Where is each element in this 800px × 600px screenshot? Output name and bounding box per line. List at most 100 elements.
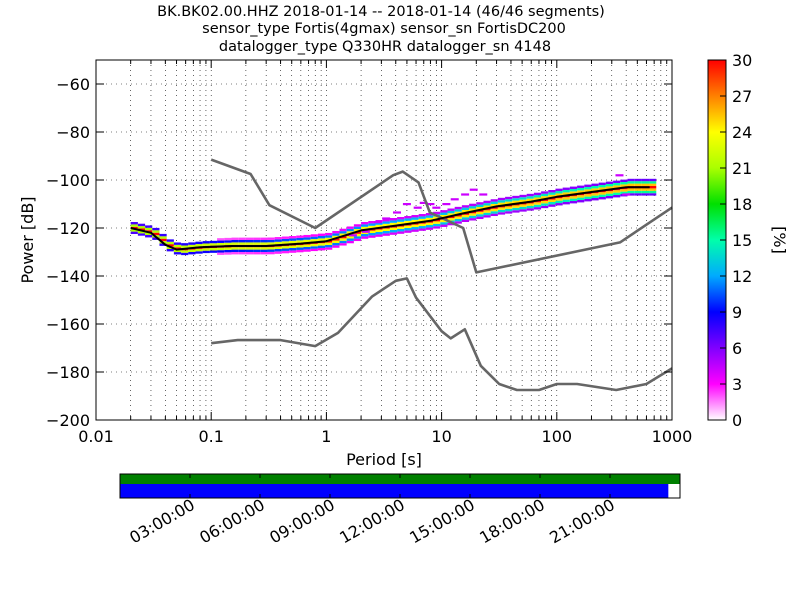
psd-cell xyxy=(389,218,398,221)
psd-cell xyxy=(418,226,426,229)
psd-cell xyxy=(627,183,635,186)
psd-cell xyxy=(195,251,203,254)
psd-cell xyxy=(173,252,182,255)
psd-cell xyxy=(634,178,642,182)
psd-cell xyxy=(361,226,369,230)
psd-cell xyxy=(238,249,246,252)
psd-cell xyxy=(296,235,304,238)
psd-cell xyxy=(209,240,218,244)
psd-cell xyxy=(641,190,650,194)
psd-cell xyxy=(332,233,340,236)
psd-cell xyxy=(296,247,304,250)
psd-cell xyxy=(447,208,455,211)
psd-cell xyxy=(152,227,160,231)
psd-cell xyxy=(332,240,340,243)
psd-outlier-cell xyxy=(469,188,478,191)
psd-cell xyxy=(325,242,333,245)
psd-cell xyxy=(469,218,477,221)
psd-cell xyxy=(397,221,405,225)
model-high-line xyxy=(210,158,673,274)
psd-cell xyxy=(339,228,347,232)
psd-cell xyxy=(339,240,347,244)
psd-outlier-cell xyxy=(373,221,382,224)
psd-cell xyxy=(389,232,398,235)
psd-cell xyxy=(267,237,275,240)
psd-cell xyxy=(541,196,549,199)
psd-cell xyxy=(605,184,614,187)
psd-cell xyxy=(325,244,333,248)
psd-cell xyxy=(505,201,513,205)
psd-mode-line xyxy=(130,186,650,251)
psd-cell xyxy=(476,207,484,210)
psd-cell xyxy=(346,228,354,232)
psd-cell xyxy=(418,228,426,231)
psd-cell xyxy=(641,193,650,196)
psd-cell xyxy=(533,192,542,196)
psd-cell xyxy=(361,234,369,237)
psd-cell xyxy=(447,222,455,226)
psd-cell xyxy=(476,214,484,217)
psd-cell xyxy=(281,236,290,239)
psd-cell xyxy=(166,244,174,247)
psd-cell xyxy=(584,184,592,187)
psd-cell xyxy=(512,205,520,208)
psd-cell xyxy=(310,239,318,242)
psd-cell xyxy=(303,249,311,252)
psd-cell xyxy=(569,198,578,201)
psd-cell xyxy=(375,229,383,233)
psd-cell xyxy=(548,199,556,203)
psd-cell xyxy=(173,242,182,245)
psd-cell xyxy=(555,188,563,192)
psd-cell xyxy=(591,195,599,198)
psd-cell xyxy=(454,218,462,222)
availability-tick-label: 03:00:00 xyxy=(126,495,198,547)
psd-cell xyxy=(317,233,326,237)
psd-cell xyxy=(202,248,210,251)
psd-cell xyxy=(425,222,434,226)
psd-cell xyxy=(166,241,174,245)
psd-cell xyxy=(454,206,462,210)
psd-cell xyxy=(267,249,275,252)
psd-cell xyxy=(375,224,383,228)
y-axis-label: Power [dB] xyxy=(18,196,37,283)
psd-cell xyxy=(245,247,254,250)
psd-cell xyxy=(461,207,470,211)
psd-cell xyxy=(454,211,462,215)
data-coverage-bar xyxy=(120,474,680,484)
psd-cell xyxy=(389,222,398,226)
psd-cell xyxy=(368,223,376,226)
psd-cell xyxy=(368,235,376,238)
psd-cell xyxy=(433,221,441,224)
psd-cell xyxy=(353,226,362,230)
psd-cell xyxy=(461,205,470,208)
psd-cell xyxy=(627,190,635,194)
psd-cell xyxy=(483,210,491,213)
psd-cell xyxy=(641,178,650,182)
psd-cell xyxy=(274,251,282,254)
psd-cell xyxy=(411,229,419,232)
psd-cell xyxy=(353,224,362,227)
psd-cell xyxy=(361,222,369,225)
psd-cell xyxy=(411,219,419,223)
psd-cell xyxy=(238,252,246,255)
psd-cell xyxy=(231,247,239,250)
psd-cell xyxy=(620,189,628,192)
psd-cell xyxy=(577,199,585,203)
psd-cell xyxy=(569,191,578,194)
psd-cell xyxy=(267,251,275,255)
y-tick-label: −80 xyxy=(56,123,90,142)
psd-cell xyxy=(238,242,246,245)
psd-cell xyxy=(440,212,448,215)
psd-cell xyxy=(440,210,448,213)
psd-cell xyxy=(317,243,326,246)
psd-cell xyxy=(267,242,275,245)
psd-cell xyxy=(368,221,376,224)
psd-cell xyxy=(584,198,592,202)
colorbar-tick-label: 9 xyxy=(732,303,742,322)
psd-cell xyxy=(584,189,592,192)
psd-cell xyxy=(533,197,542,200)
psd-cell xyxy=(505,208,513,212)
psd-cell xyxy=(253,242,261,245)
psd-cell xyxy=(411,227,419,230)
